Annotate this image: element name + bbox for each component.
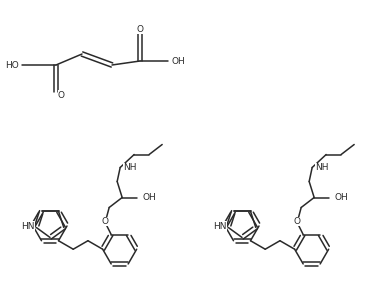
Text: HN: HN (21, 222, 34, 231)
Text: HO: HO (5, 60, 19, 69)
Text: NH: NH (123, 163, 137, 172)
Text: O: O (294, 217, 301, 226)
Text: OH: OH (171, 56, 185, 66)
Text: NH: NH (315, 163, 328, 172)
Text: O: O (102, 217, 109, 226)
Text: O: O (58, 91, 65, 99)
Text: OH: OH (334, 193, 348, 202)
Text: O: O (137, 24, 144, 34)
Text: HN: HN (213, 222, 226, 231)
Text: OH: OH (142, 193, 156, 202)
